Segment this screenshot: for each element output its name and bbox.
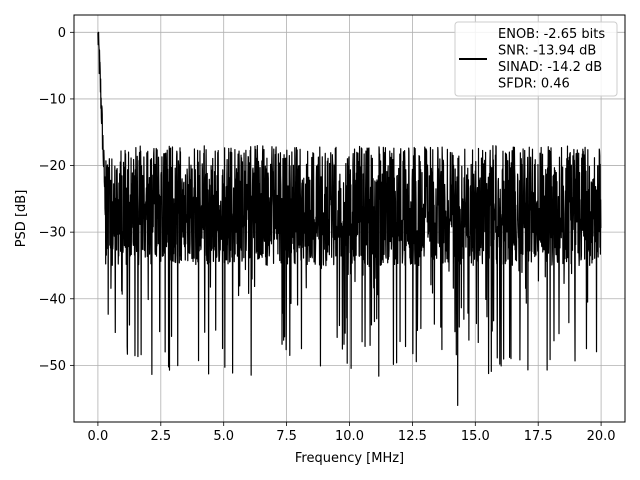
y-tick-label: −40 xyxy=(39,292,66,307)
y-tick-label: −30 xyxy=(39,226,66,241)
x-tick-label: 7.5 xyxy=(276,429,297,444)
x-tick-label: 20.0 xyxy=(587,429,616,444)
x-tick-label: 5.0 xyxy=(213,429,234,444)
x-tick-label: 2.5 xyxy=(150,429,171,444)
x-tick-label: 17.5 xyxy=(524,429,553,444)
psd-series-line xyxy=(97,31,602,406)
legend: ENOB: -2.65 bits SNR: -13.94 dB SINAD: -… xyxy=(454,21,618,97)
legend-enob: ENOB: -2.65 bits xyxy=(498,27,605,42)
y-tick-label: −50 xyxy=(39,359,66,374)
y-axis-label: PSD [dB] xyxy=(14,190,29,248)
x-tick-label: 12.5 xyxy=(398,429,427,444)
y-tick-label: −10 xyxy=(39,92,66,107)
x-axis-label: Frequency [MHz] xyxy=(295,451,404,466)
legend-sfdr: SFDR: 0.46 xyxy=(498,77,570,92)
x-tick-label: 0.0 xyxy=(88,429,109,444)
legend-sinad: SINAD: -14.2 dB xyxy=(498,60,602,75)
legend-snr: SNR: -13.94 dB xyxy=(498,44,596,59)
x-tick-label: 10.0 xyxy=(335,429,364,444)
y-tick-label: −20 xyxy=(39,159,66,174)
series xyxy=(97,31,602,406)
legend-box xyxy=(454,21,618,97)
y-tick-label: 0 xyxy=(58,26,66,41)
ticks: 0.0 2.5 5.0 7.5 10.0 12.5 15.0 17.5 20.0 0 −10 −20 −… xyxy=(39,26,616,444)
x-tick-label: 15.0 xyxy=(461,429,490,444)
